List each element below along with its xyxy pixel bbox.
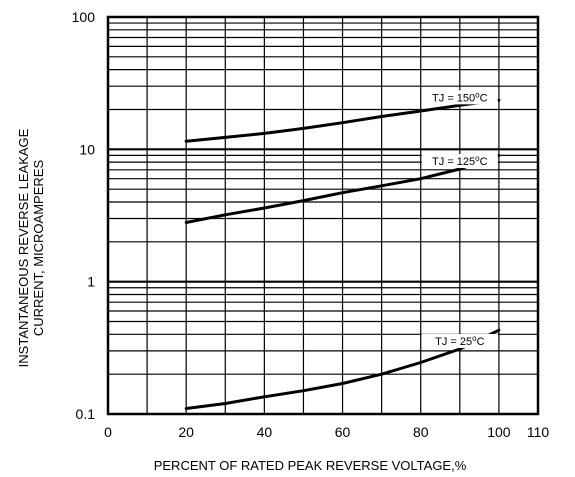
curve-label-text: TJ = 125oC [432, 154, 488, 168]
plot-frame [106, 15, 540, 416]
grid [106, 15, 540, 416]
y-tick-label: 0.1 [76, 406, 96, 422]
series-line-3 [184, 328, 501, 410]
x-tick-label: 110 [527, 424, 550, 440]
curve-label-3: TJ = 25oC [421, 333, 498, 348]
x-tick-label: 100 [487, 424, 511, 440]
y-tick-label: 1 [87, 274, 95, 290]
curve-label-text: TJ = 150oC [432, 90, 488, 104]
y-tick-label: 10 [79, 141, 95, 157]
curve-label-background [421, 90, 498, 105]
y-tick-label: 100 [72, 9, 96, 25]
y-axis-title: INSTANTANEOUS REVERSE LEAKAGE CURRENT, M… [16, 128, 46, 367]
curve-label-1: TJ = 150oC [421, 90, 498, 105]
curve-label-background [421, 154, 498, 169]
series-line-2 [184, 153, 501, 224]
x-tick-label: 20 [178, 424, 194, 440]
x-axis-title: PERCENT OF RATED PEAK REVERSE VOLTAGE,% [154, 458, 467, 473]
x-tick-label: 40 [257, 424, 273, 440]
curves [184, 98, 501, 410]
x-tick-label: 0 [104, 424, 112, 440]
x-tick-label: 60 [335, 424, 351, 440]
y-axis-title-line-2: CURRENT, MICROAMPERES [31, 160, 46, 337]
curve-labels: TJ = 150oC TJ = 125oC TJ = 25oC [421, 90, 498, 348]
y-axis-title-line-1: INSTANTANEOUS REVERSE LEAKAGE [16, 128, 31, 367]
series-line-1 [184, 98, 501, 143]
curve-label-2: TJ = 125oC [421, 154, 498, 169]
curve-label-background [421, 333, 498, 348]
x-tick-label: 80 [413, 424, 429, 440]
curve-label-text: TJ = 25oC [435, 334, 484, 348]
